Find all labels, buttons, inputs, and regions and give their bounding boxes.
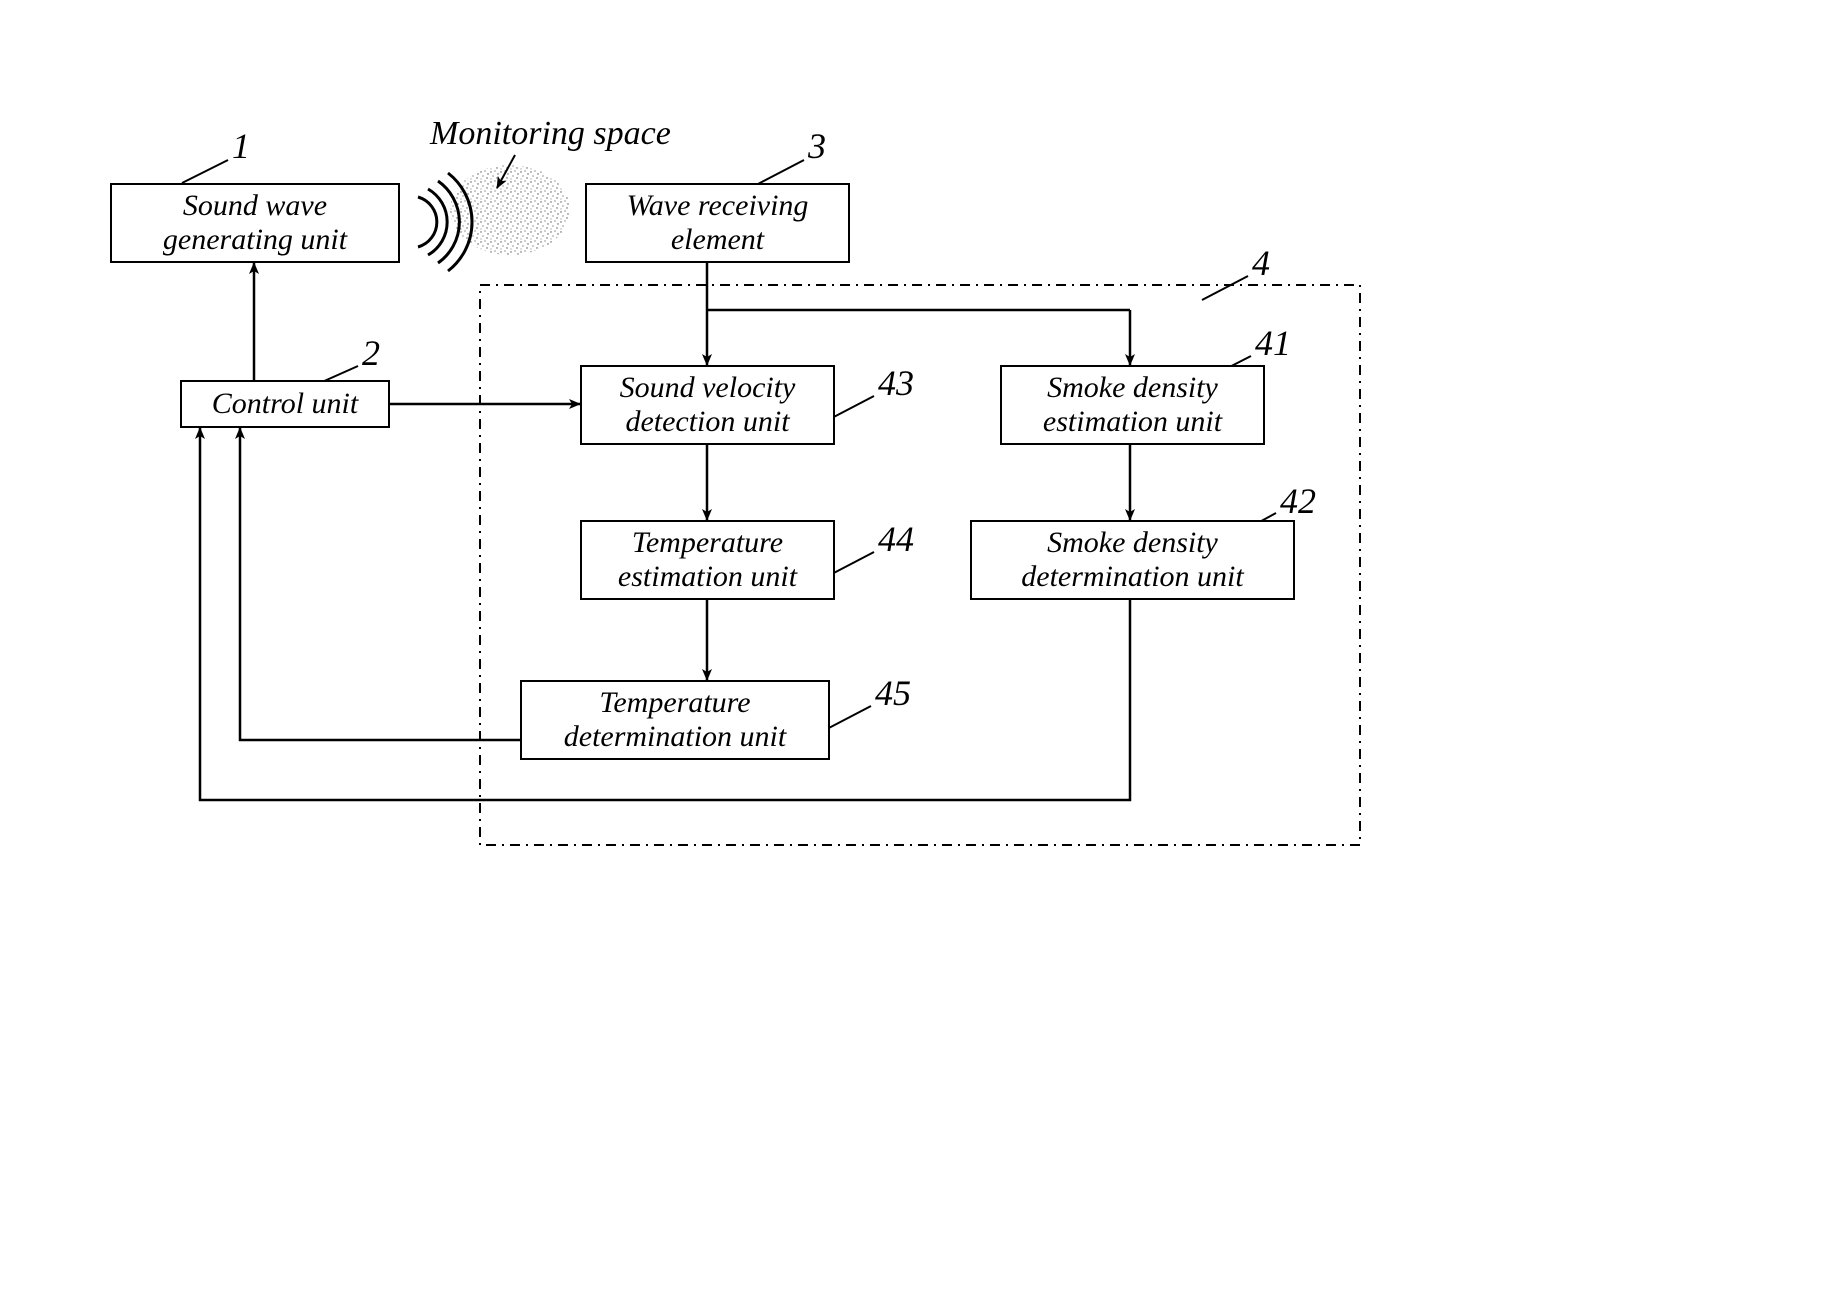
label-text: 42: [1280, 481, 1316, 521]
control-unit: Control unit: [180, 380, 390, 428]
label-text: 1: [232, 126, 250, 166]
temperature-estimation-unit: Temperatureestimation unit: [580, 520, 835, 600]
sound-wave-generating-unit: Sound wavegenerating unit: [110, 183, 400, 263]
label-text: 45: [875, 673, 911, 713]
wave-receiving-element: Wave receivingelement: [585, 183, 850, 263]
box-label: Smoke densityestimation unit: [1043, 371, 1222, 440]
label-text: 43: [878, 363, 914, 403]
label-text: 3: [808, 126, 826, 166]
box-label: Smoke densitydetermination unit: [1021, 526, 1243, 595]
temperature-determination-unit: Temperaturedetermination unit: [520, 680, 830, 760]
label-text: Monitoring space: [430, 115, 671, 152]
box-label: Sound velocitydetection unit: [620, 371, 796, 440]
monitoring-space-label: Monitoring space: [430, 115, 671, 153]
callout-45: 45: [875, 672, 911, 714]
callout-3: 3: [808, 125, 826, 167]
sound-velocity-detection-unit: Sound velocitydetection unit: [580, 365, 835, 445]
callout-1: 1: [232, 125, 250, 167]
smoke-density-estimation-unit: Smoke densityestimation unit: [1000, 365, 1265, 445]
box-label: Sound wavegenerating unit: [163, 189, 347, 258]
callout-4: 4: [1252, 242, 1270, 284]
callout-44: 44: [878, 518, 914, 560]
label-text: 4: [1252, 243, 1270, 283]
callout-41: 41: [1255, 322, 1291, 364]
diagram-canvas: Sound wavegenerating unit Control unit W…: [0, 0, 1824, 1304]
callout-43: 43: [878, 362, 914, 404]
box-label: Control unit: [212, 387, 358, 422]
box-label: Temperatureestimation unit: [618, 526, 797, 595]
label-text: 44: [878, 519, 914, 559]
label-text: 41: [1255, 323, 1291, 363]
label-text: 2: [362, 333, 380, 373]
box-label: Temperaturedetermination unit: [564, 686, 786, 755]
callout-42: 42: [1280, 480, 1316, 522]
smoke-density-determination-unit: Smoke densitydetermination unit: [970, 520, 1295, 600]
box-label: Wave receivingelement: [627, 189, 809, 258]
callout-2: 2: [362, 332, 380, 374]
